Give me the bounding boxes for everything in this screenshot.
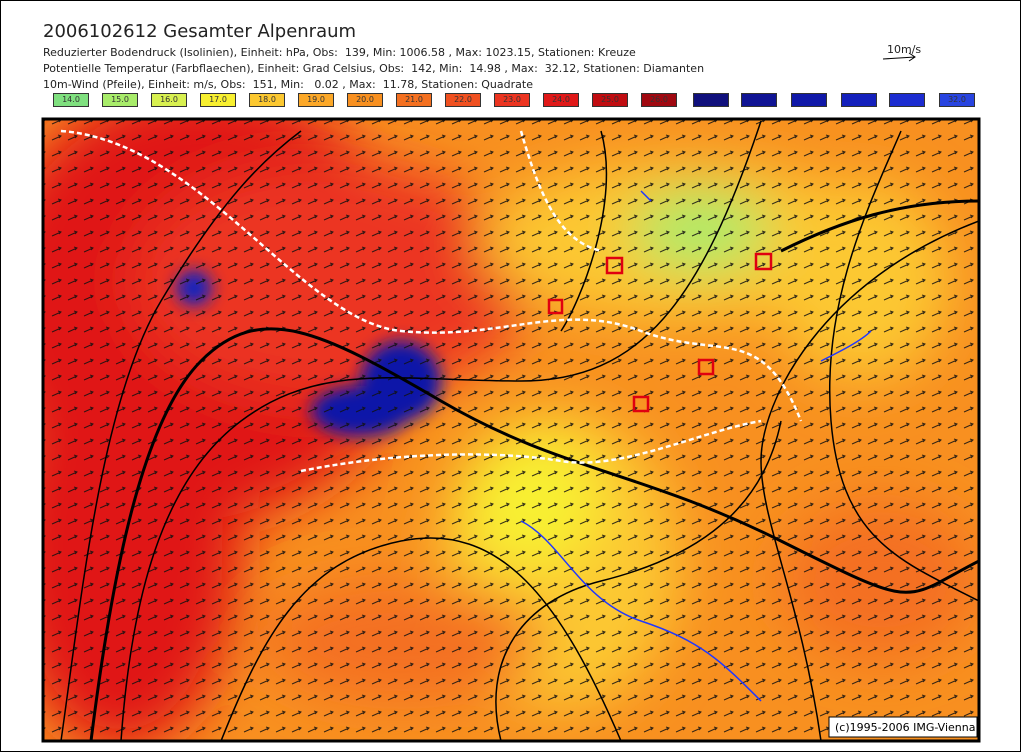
title: 2006102612 Gesamter Alpenraum <box>43 21 357 42</box>
legend-swatch <box>841 93 877 107</box>
legend-swatch: 19.0 <box>298 93 334 107</box>
copyright: (c)1995-2006 IMG-Vienna <box>835 721 975 734</box>
legend-swatch: 22.0 <box>445 93 481 107</box>
legend-swatch: 17.0 <box>200 93 236 107</box>
legend-swatch: 25.0 <box>592 93 628 107</box>
legend-swatch <box>741 93 777 107</box>
legend-swatch: 20.0 <box>347 93 383 107</box>
legend-swatch <box>889 93 925 107</box>
legend-swatch: 23.0 <box>494 93 530 107</box>
scale-label: 10m/s <box>887 43 922 56</box>
info-line: 10m-Wind (Pfeile), Einheit: m/s, Obs: 15… <box>43 78 533 91</box>
scale-arrow <box>882 52 916 62</box>
info-line: Reduzierter Bodendruck (Isolinien), Einh… <box>43 46 636 59</box>
copyright-box <box>828 716 978 738</box>
legend-swatch: 32.0 <box>939 93 975 107</box>
legend-swatch: 18.0 <box>249 93 285 107</box>
legend-swatch: 26.0 <box>641 93 677 107</box>
legend-swatch: 14.0 <box>53 93 89 107</box>
info-line: Potentielle Temperatur (Farbflaechen), E… <box>43 62 705 75</box>
legend-swatch <box>791 93 827 107</box>
legend-swatch: 21.0 <box>396 93 432 107</box>
legend-swatch <box>693 93 729 107</box>
legend-swatch: 16.0 <box>151 93 187 107</box>
legend-swatch: 24.0 <box>543 93 579 107</box>
legend-swatch: 15.0 <box>102 93 138 107</box>
